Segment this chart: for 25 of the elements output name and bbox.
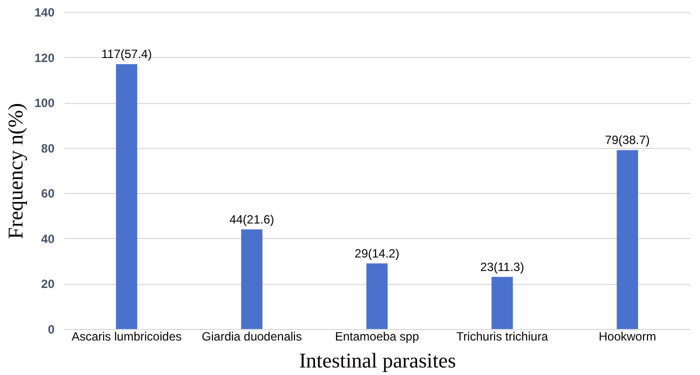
x-tick-label: Giardia duodenalis (202, 330, 302, 344)
data-label: 23(11.3) (480, 260, 524, 274)
y-tick-label: 100 (34, 96, 55, 110)
data-label: 29(14.2) (354, 246, 400, 260)
y-tick-label: 80 (41, 141, 55, 156)
bar (116, 64, 138, 329)
y-axis-title: Frequency n(%) (3, 103, 28, 239)
y-tick-label: 120 (34, 50, 55, 65)
y-tick-label: 140 (34, 6, 55, 20)
y-tick-label: 20 (41, 277, 55, 292)
y-tick-label: 60 (41, 186, 55, 201)
bar (366, 263, 388, 329)
x-tick-label: Entamoeba spp (334, 330, 420, 344)
bar (492, 276, 513, 329)
data-label: 79(38.7) (605, 133, 650, 148)
x-tick-label: Trichuris trichiura (456, 330, 548, 344)
data-label: 44(21.6) (229, 212, 274, 226)
y-tick-label: 40 (41, 232, 55, 246)
x-axis-title: Intestinal parasites (299, 348, 456, 372)
x-tick-label: Hookworm (598, 330, 656, 344)
x-tick-label: Ascaris lumbricoides (72, 330, 182, 344)
bar (241, 229, 262, 329)
data-label: 117(57.4) (101, 47, 152, 62)
bar (616, 150, 638, 329)
y-tick-label: 0 (48, 322, 55, 336)
